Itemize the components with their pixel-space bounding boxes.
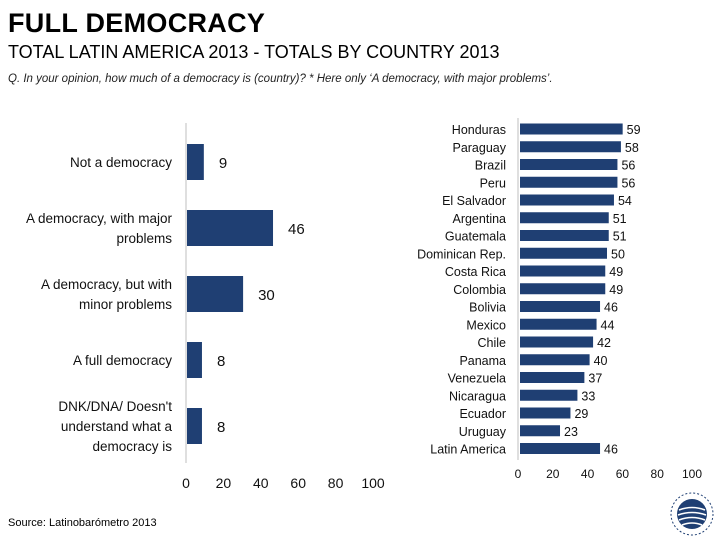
total-category-label: Not a democracy (70, 155, 172, 170)
source-note: Source: Latinobarómetro 2013 (8, 517, 157, 529)
country-label: Brazil (475, 159, 506, 173)
country-label: Colombia (453, 283, 506, 297)
country-tick-label: 0 (515, 467, 522, 481)
country-value-label: 58 (625, 141, 639, 155)
country-label: Nicaragua (449, 389, 506, 403)
total-tick-label: 80 (328, 475, 344, 491)
country-bar (520, 354, 590, 366)
country-value-label: 49 (609, 283, 623, 297)
total-value-label: 46 (288, 221, 305, 238)
country-label: Latin America (430, 443, 506, 457)
country-tick-label: 60 (616, 467, 630, 481)
country-bar (520, 141, 621, 153)
country-bar (520, 336, 594, 348)
country-bar (520, 265, 606, 277)
total-value-label: 9 (219, 155, 227, 172)
country-bar (520, 301, 601, 312)
total-bar (187, 144, 204, 180)
latinobarometro-globe-logo (670, 492, 714, 536)
country-value-label: 56 (621, 176, 635, 190)
country-label: Guatemala (445, 230, 506, 244)
total-value-label: 30 (258, 287, 275, 304)
country-chart: 59 Honduras 58 Paraguay 56 Brazil 56 Peru 54 El S… (417, 118, 702, 481)
country-value-label: 59 (627, 123, 641, 137)
country-value-label: 51 (613, 212, 627, 226)
country-tick-label: 80 (651, 467, 665, 481)
country-bar (520, 407, 571, 419)
page-subtitle: TOTAL LATIN AMERICA 2013 - TOTALS BY COU… (8, 42, 500, 62)
total-category-label: A democracy, with major problems (26, 211, 173, 246)
country-bar (520, 176, 618, 188)
country-bar (520, 123, 623, 135)
country-label: Panama (459, 354, 506, 368)
country-label: Bolivia (469, 301, 506, 315)
total-chart: 9 Not a democracy 46 A democracy, with majo… (26, 123, 385, 491)
country-bar (520, 230, 609, 241)
country-value-label: 37 (588, 372, 602, 386)
total-bar (187, 342, 202, 378)
country-bar (520, 389, 578, 401)
country-value-label: 56 (621, 159, 635, 173)
country-bar (520, 443, 601, 454)
total-tick-label: 20 (216, 475, 232, 491)
country-bar (520, 212, 609, 224)
country-value-label: 40 (594, 354, 608, 368)
country-label: Mexico (466, 318, 506, 332)
country-label: Honduras (452, 123, 506, 137)
country-value-label: 33 (581, 389, 595, 403)
country-bar (520, 247, 607, 259)
total-category-label: A full democracy (73, 353, 172, 368)
country-value-label: 23 (564, 425, 578, 439)
total-value-label: 8 (217, 419, 225, 436)
total-tick-label: 40 (253, 475, 269, 491)
country-bar (520, 425, 561, 437)
country-value-label: 54 (618, 194, 632, 208)
country-label: Ecuador (459, 407, 506, 421)
total-tick-label: 100 (361, 475, 385, 491)
country-bar (520, 372, 585, 383)
page-title: FULL DEMOCRACY (8, 8, 266, 38)
country-bar (520, 318, 597, 330)
country-value-label: 49 (609, 265, 623, 279)
country-tick-label: 40 (581, 467, 595, 481)
total-category-label: A democracy, but with minor problems (41, 277, 172, 312)
country-value-label: 46 (604, 301, 618, 315)
survey-question: Q. In your opinion, how much of a democr… (8, 73, 553, 85)
country-label: Chile (478, 336, 507, 350)
total-bar (187, 210, 274, 246)
country-label: El Salvador (442, 194, 506, 208)
country-label: Venezuela (448, 372, 506, 386)
country-value-label: 29 (574, 407, 588, 421)
country-bar (520, 283, 606, 295)
country-bar (520, 159, 618, 170)
total-bar (187, 408, 202, 444)
country-label: Uruguay (459, 425, 507, 439)
total-tick-label: 60 (290, 475, 306, 491)
country-tick-label: 100 (682, 467, 702, 481)
country-label: Argentina (452, 212, 506, 226)
total-bar (187, 276, 244, 312)
country-value-label: 51 (613, 230, 627, 244)
country-value-label: 44 (601, 318, 615, 332)
country-value-label: 42 (597, 336, 611, 350)
total-value-label: 8 (217, 353, 225, 370)
country-bar (520, 194, 614, 206)
total-category-label: DNK/DNA/ Doesn't understand what a democra… (58, 399, 172, 454)
country-label: Dominican Rep. (417, 247, 506, 261)
country-tick-label: 20 (546, 467, 560, 481)
country-value-label: 50 (611, 247, 625, 261)
country-label: Costa Rica (445, 265, 506, 279)
country-label: Peru (480, 176, 506, 190)
total-tick-label: 0 (182, 475, 190, 491)
country-label: Paraguay (452, 141, 506, 155)
country-value-label: 46 (604, 443, 618, 457)
